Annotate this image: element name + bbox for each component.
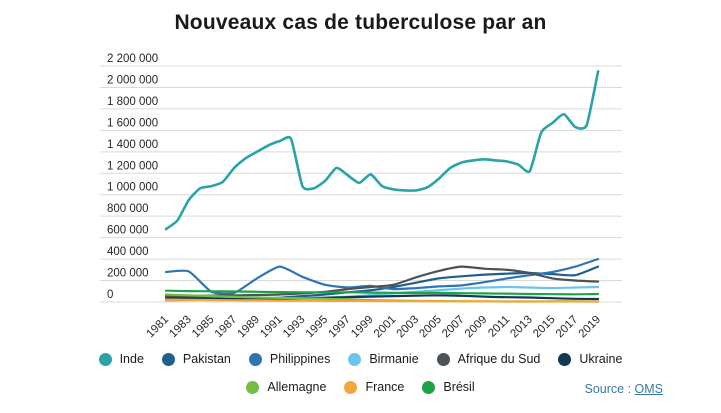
x-tick-label: 2009 (463, 314, 490, 341)
y-tick-label: 600 000 (107, 225, 149, 237)
chart-legend-row-1: Inde Pakistan Philippines Birmanie Afrique d… (0, 352, 721, 366)
x-tick-label: 1995 (304, 314, 331, 341)
y-tick-label: 2 000 000 (107, 74, 158, 86)
legend-label: Afrique du Sud (457, 352, 541, 366)
legend-item-br-sil: Brésil (422, 380, 475, 394)
y-tick-label: 1 800 000 (107, 96, 158, 108)
legend-label: Brésil (443, 380, 475, 394)
legend-label: Inde (119, 352, 144, 366)
x-tick-label: 1985 (190, 314, 217, 341)
legend-dot-icon (422, 380, 436, 394)
x-tick-label: 2001 (372, 314, 399, 341)
legend-dot-icon (98, 352, 112, 366)
y-tick-label: 0 (107, 289, 113, 301)
x-tick-label: 1991 (258, 314, 285, 341)
tb-line-chart: 0 200 000 400 000 600 000 800 000 1 000 000 1 … (100, 53, 622, 341)
x-tick-label: 2015 (531, 314, 558, 341)
y-tick-label: 1 400 000 (107, 139, 158, 151)
y-tick-label: 2 200 000 (107, 53, 158, 65)
series-line-inde (164, 70, 600, 231)
legend-item-ukraine: Ukraine (558, 352, 622, 366)
chart-title: Nouveaux cas de tuberculose par an (174, 11, 547, 34)
legend-label: France (365, 380, 405, 394)
legend-item-inde: Inde (98, 352, 144, 366)
legend-item-allemagne: Allemagne (246, 380, 326, 394)
legend-item-france: France (344, 380, 404, 394)
x-tick-label: 1983 (167, 314, 194, 341)
x-tick-label: 1997 (326, 314, 353, 341)
series-line-br-sil (164, 289, 600, 296)
y-tick-label: 800 000 (107, 203, 149, 215)
legend-dot-icon (344, 380, 358, 394)
legend-dot-icon (348, 352, 362, 366)
legend-label: Philippines (269, 352, 331, 366)
x-tick-label: 1999 (349, 314, 376, 341)
x-tick-label: 2017 (554, 314, 581, 341)
legend-dot-icon (248, 352, 262, 366)
legend-label: Birmanie (369, 352, 419, 366)
source-note: Source : OMS (584, 382, 663, 396)
legend-label: Ukraine (579, 352, 623, 366)
y-tick-label: 400 000 (107, 246, 149, 258)
series-line-afrique-du-sud (164, 265, 600, 298)
source-oms-link[interactable]: OMS (634, 382, 663, 396)
y-tick-label: 1 600 000 (107, 117, 158, 129)
x-tick-label: 2007 (440, 314, 467, 341)
x-tick-label: 1993 (281, 314, 308, 341)
series-line-france (164, 298, 600, 303)
x-tick-label: 2003 (395, 314, 422, 341)
legend-label: Allemagne (267, 380, 327, 394)
y-tick-label: 200 000 (107, 268, 149, 280)
y-tick-label: 1 000 000 (107, 182, 158, 194)
x-tick-label: 2011 (486, 314, 512, 340)
y-tick-label: 1 200 000 (107, 160, 158, 172)
x-tick-label: 2005 (417, 314, 444, 341)
legend-item-philippines: Philippines (248, 352, 331, 366)
source-prefix: Source : (584, 382, 635, 396)
x-tick-label: 2019 (577, 314, 604, 341)
legend-label: Pakistan (182, 352, 231, 366)
series-line-ukraine (164, 294, 600, 301)
x-tick-label: 1987 (213, 314, 240, 341)
legend-dot-icon (436, 352, 450, 366)
legend-item-birmanie: Birmanie (348, 352, 419, 366)
chart-legend-row-2: Allemagne France Brésil (0, 380, 721, 394)
legend-item-pakistan: Pakistan (161, 352, 231, 366)
legend-item-afrique-du-sud: Afrique du Sud (436, 352, 541, 366)
legend-dot-icon (161, 352, 175, 366)
legend-dot-icon (246, 380, 260, 394)
x-tick-label: 1989 (235, 314, 262, 341)
x-tick-label: 2013 (508, 314, 535, 341)
legend-dot-icon (558, 352, 572, 366)
x-tick-label: 1981 (145, 314, 172, 341)
